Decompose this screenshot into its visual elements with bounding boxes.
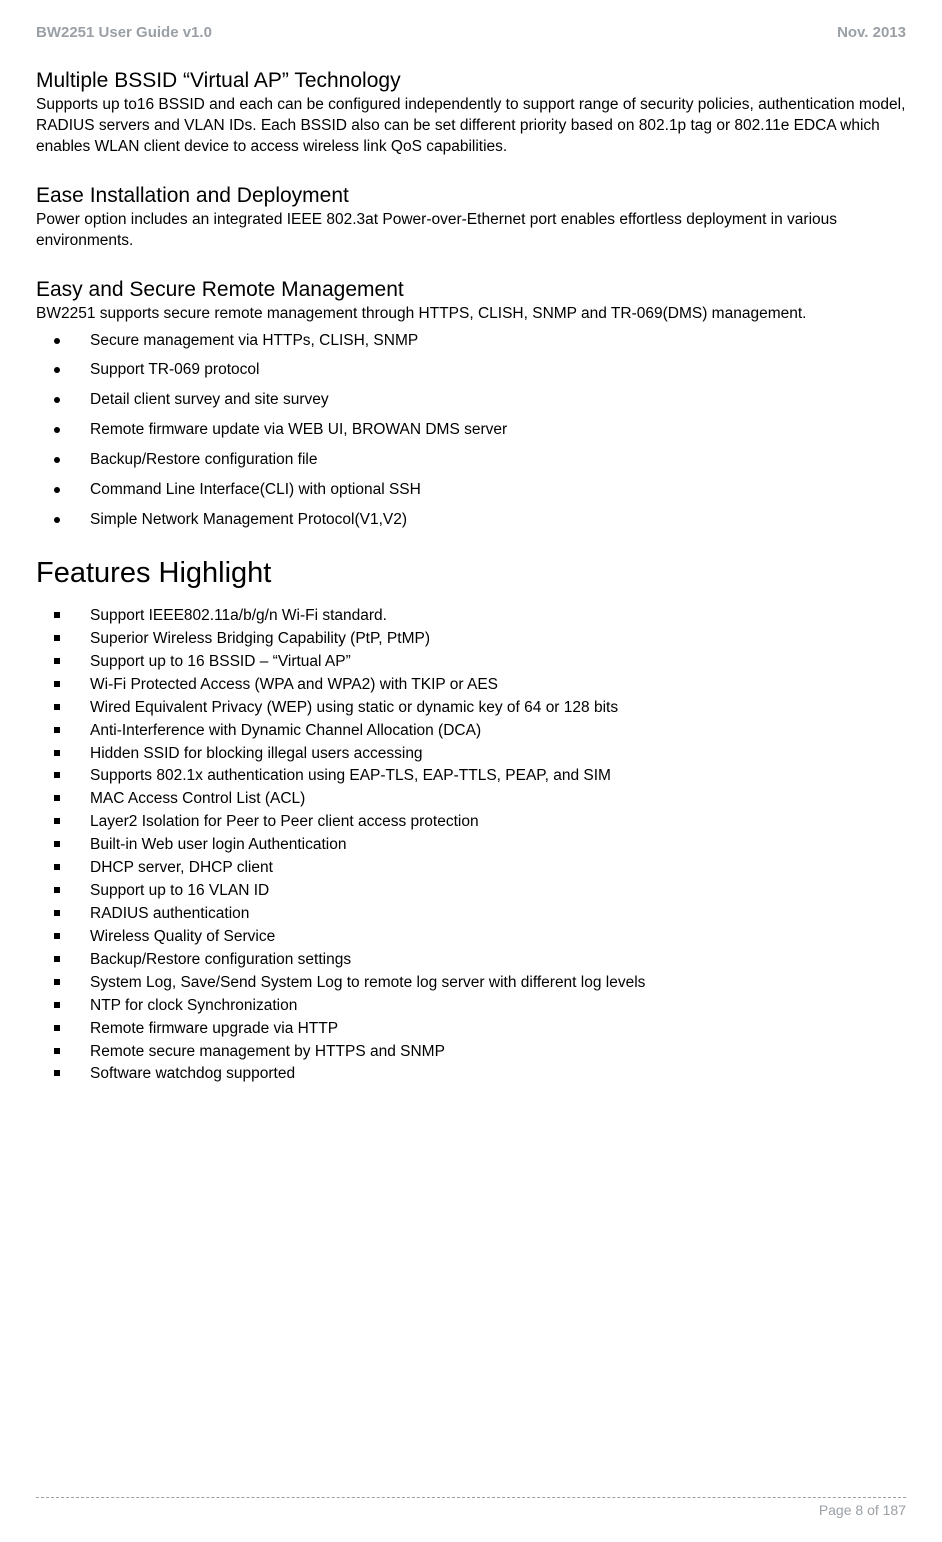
list-item: Command Line Interface(CLI) with optiona… xyxy=(36,480,906,501)
list-item: Software watchdog supported xyxy=(36,1064,906,1085)
list-item: MAC Access Control List (ACL) xyxy=(36,789,906,810)
list-item: NTP for clock Synchronization xyxy=(36,996,906,1017)
list-item: Supports 802.1x authentication using EAP… xyxy=(36,766,906,787)
list-item: Remote secure management by HTTPS and SN… xyxy=(36,1042,906,1063)
features-heading: Features Highlight xyxy=(36,557,906,590)
list-item: Support TR-069 protocol xyxy=(36,360,906,381)
list-item: Support up to 16 VLAN ID xyxy=(36,881,906,902)
footer-divider xyxy=(36,1497,906,1498)
page-header: BW2251 User Guide v1.0 Nov. 2013 xyxy=(36,24,906,41)
section-ease-installation: Ease Installation and Deployment Power o… xyxy=(36,184,906,252)
list-item: Wi-Fi Protected Access (WPA and WPA2) wi… xyxy=(36,675,906,696)
page-number: Page 8 of 187 xyxy=(36,1502,906,1518)
list-item: Secure management via HTTPs, CLISH, SNMP xyxy=(36,331,906,352)
list-item: System Log, Save/Send System Log to remo… xyxy=(36,973,906,994)
list-item: Backup/Restore configuration settings xyxy=(36,950,906,971)
list-item: Backup/Restore configuration file xyxy=(36,450,906,471)
list-item: Simple Network Management Protocol(V1,V2… xyxy=(36,510,906,531)
list-item: DHCP server, DHCP client xyxy=(36,858,906,879)
list-item: Remote firmware upgrade via HTTP xyxy=(36,1019,906,1040)
section-remote-management: Easy and Secure Remote Management BW2251… xyxy=(36,278,906,531)
features-list: Support IEEE802.11a/b/g/n Wi-Fi standard… xyxy=(36,606,906,1085)
list-item: Detail client survey and site survey xyxy=(36,390,906,411)
section-body: Power option includes an integrated IEEE… xyxy=(36,210,906,252)
list-item: Remote firmware update via WEB UI, BROWA… xyxy=(36,420,906,441)
list-item: Hidden SSID for blocking illegal users a… xyxy=(36,744,906,765)
section-multiple-bssid: Multiple BSSID “Virtual AP” Technology S… xyxy=(36,69,906,158)
section-title: Multiple BSSID “Virtual AP” Technology xyxy=(36,69,906,93)
list-item: Built-in Web user login Authentication xyxy=(36,835,906,856)
list-item: Superior Wireless Bridging Capability (P… xyxy=(36,629,906,650)
list-item: Layer2 Isolation for Peer to Peer client… xyxy=(36,812,906,833)
header-left: BW2251 User Guide v1.0 xyxy=(36,24,212,41)
page-footer: Page 8 of 187 xyxy=(36,1497,906,1518)
section-body: Supports up to16 BSSID and each can be c… xyxy=(36,95,906,158)
management-bullet-list: Secure management via HTTPs, CLISH, SNMP… xyxy=(36,331,906,531)
list-item: RADIUS authentication xyxy=(36,904,906,925)
list-item: Anti-Interference with Dynamic Channel A… xyxy=(36,721,906,742)
list-item: Wired Equivalent Privacy (WEP) using sta… xyxy=(36,698,906,719)
header-right: Nov. 2013 xyxy=(837,24,906,41)
section-body: BW2251 supports secure remote management… xyxy=(36,304,906,325)
list-item: Support up to 16 BSSID – “Virtual AP” xyxy=(36,652,906,673)
section-title: Easy and Secure Remote Management xyxy=(36,278,906,302)
section-title: Ease Installation and Deployment xyxy=(36,184,906,208)
list-item: Wireless Quality of Service xyxy=(36,927,906,948)
list-item: Support IEEE802.11a/b/g/n Wi-Fi standard… xyxy=(36,606,906,627)
